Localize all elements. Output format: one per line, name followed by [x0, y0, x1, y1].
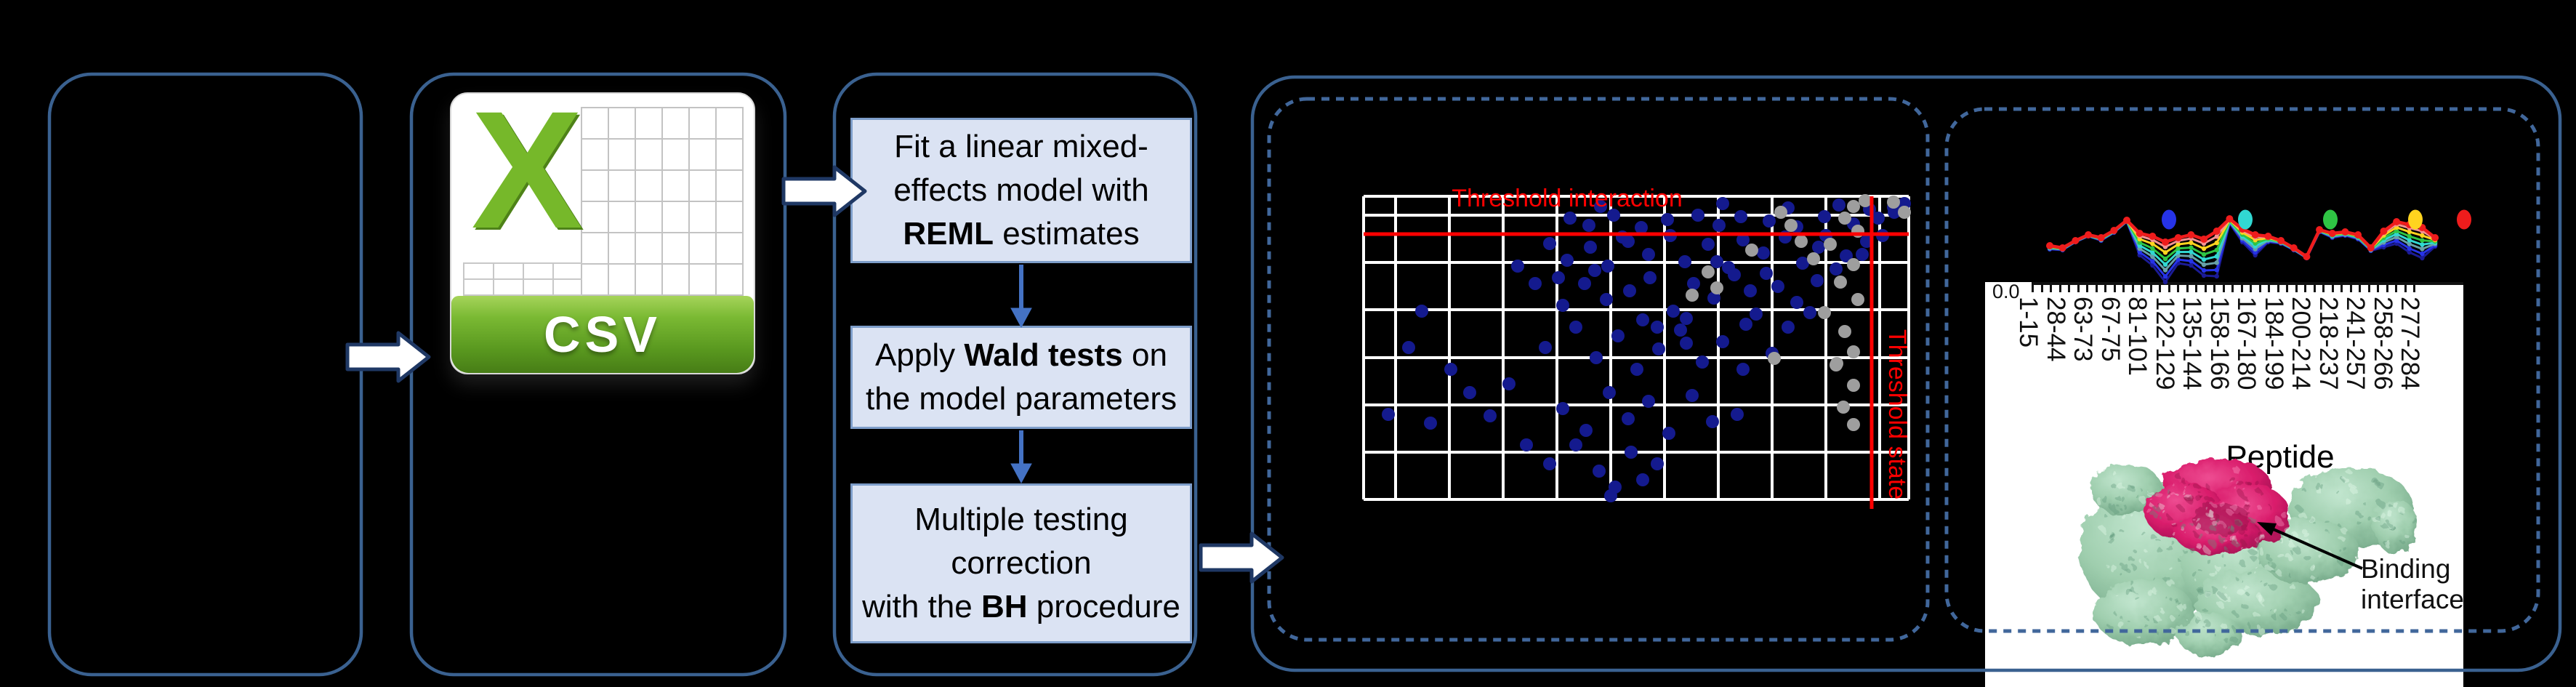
axis-tick — [2277, 285, 2279, 292]
axis-tick — [2058, 285, 2061, 292]
axis-tick — [2122, 285, 2125, 292]
panel-1 — [47, 72, 363, 677]
workflow-step-reml: Fit a linear mixed-effects model with REM… — [850, 118, 1192, 263]
binding-arrow-line — [2269, 526, 2363, 570]
scatter-points — [1382, 194, 1911, 502]
binding-interface-arrow-layer — [2257, 522, 2363, 570]
axis-tick — [2222, 285, 2225, 292]
axis-tick — [2395, 285, 2397, 292]
panel-workflow — [832, 72, 1198, 677]
protein-structure-image — [2079, 458, 2417, 656]
panel-scatter-dashed — [1267, 97, 1930, 642]
axis-tick — [2258, 285, 2261, 292]
axis-tick — [2186, 285, 2189, 292]
axis-tick — [2213, 285, 2215, 292]
workflow-step-line: Multiple testing — [914, 502, 1128, 538]
peptide-figure-background: 0.0 1-15 28-44 63-73 67-75 81-101 122-129 135-… — [1985, 282, 2463, 687]
workflow-step-bh: Multiple testing correction with the BH pr… — [850, 483, 1192, 643]
threshold-lines — [1364, 196, 1909, 509]
axis-tick — [2313, 285, 2316, 292]
workflow-connector-1-head-icon — [1010, 308, 1032, 329]
axis-tick — [2131, 285, 2134, 292]
spreadsheet-grid-icon — [581, 107, 744, 296]
axis-tick — [2159, 285, 2161, 292]
axis-tick — [2340, 285, 2343, 292]
workflow-step-line: effects model with — [893, 172, 1149, 209]
workflow-step-line: Apply Wald tests on — [875, 337, 1167, 374]
axis-tick — [2149, 285, 2152, 292]
axis-tick — [2204, 285, 2207, 292]
axis-tick — [2404, 285, 2407, 292]
axis-tick — [2068, 285, 2070, 292]
y-axis-tick-label: 0.0 — [1992, 282, 2020, 302]
axis-tick — [2086, 285, 2088, 292]
axis-tick — [2377, 285, 2379, 292]
axis-tick — [2195, 285, 2197, 292]
workflow-connector-2-head-icon — [1010, 463, 1032, 484]
threshold-interaction-label: Threshold interaction — [1452, 185, 1683, 212]
threshold-state-label: Threshold state — [1883, 329, 1911, 499]
axis-tick — [2322, 285, 2325, 292]
timepoint-legend-dots — [2162, 209, 2471, 230]
axis-tick — [2231, 285, 2234, 292]
workflow-step-line: the model parameters — [866, 381, 1177, 417]
axis-tick — [2095, 285, 2098, 292]
csv-file-icon: X CSV — [450, 76, 755, 374]
panel-csv — [409, 72, 787, 677]
axis-tick — [2240, 285, 2243, 292]
workflow-step-line: with the BH procedure — [862, 588, 1180, 624]
axis-tick — [2141, 285, 2143, 292]
peptide-uptake-line-chart — [2046, 209, 2471, 285]
csv-banner: CSV — [451, 296, 754, 373]
axis-tick — [2250, 285, 2252, 292]
axis-tick — [2113, 285, 2116, 292]
axis-tick — [2040, 285, 2043, 292]
axis-tick — [2168, 285, 2170, 292]
block-arrow-1-icon — [345, 331, 431, 383]
axis-tick — [2077, 285, 2080, 292]
panel-results-outer — [1250, 75, 2562, 672]
panel-peptide-dashed — [1944, 107, 2540, 633]
spreadsheet-grid-icon — [463, 262, 582, 296]
axis-tick — [2286, 285, 2288, 292]
axis-tick — [2413, 285, 2415, 292]
workflow-step-line: Fit a linear mixed- — [894, 129, 1148, 165]
axis-tick — [2331, 285, 2334, 292]
threshold-scatter-plot: Threshold interaction Threshold state — [1362, 185, 1911, 509]
block-arrow-2-icon — [781, 165, 867, 217]
axis-tick — [2268, 285, 2270, 292]
axis-tick — [2104, 285, 2106, 292]
axis-tick — [2349, 285, 2352, 292]
axis-tick — [2367, 285, 2370, 292]
uptake-lines — [2046, 215, 2439, 285]
axis-tick — [2032, 285, 2034, 292]
binding-interface-label: Binding interface — [2361, 554, 2463, 614]
axis-tick — [2304, 285, 2306, 292]
block-arrow-3-icon — [1199, 531, 1284, 584]
axis-tick — [2295, 285, 2298, 292]
excel-x-icon: X — [471, 76, 583, 263]
workflow-step-line: correction — [951, 545, 1092, 582]
binding-arrow-head-icon — [2257, 522, 2277, 536]
peptide-x-axis — [2032, 282, 2463, 285]
axis-tick — [2177, 285, 2179, 292]
workflow-step-wald: Apply Wald tests on the model parameters — [850, 326, 1192, 429]
axis-tick — [2359, 285, 2361, 292]
workflow-step-line: REML estimates — [903, 215, 1140, 252]
axis-tick — [2386, 285, 2388, 292]
axis-tick — [2050, 285, 2052, 292]
